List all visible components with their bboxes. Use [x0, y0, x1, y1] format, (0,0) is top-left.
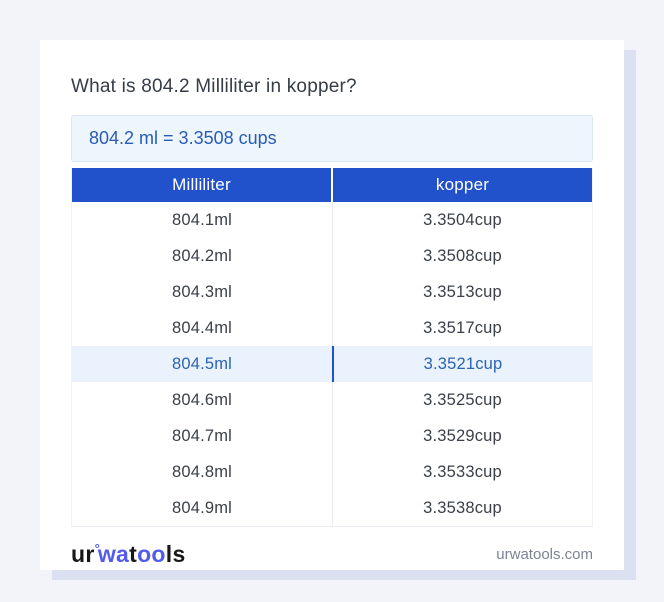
table-row[interactable]: 804.2ml 3.3508cup [72, 238, 592, 274]
logo-glasses-oo: oo [137, 540, 166, 567]
kopper-cell: 3.3538cup [332, 490, 592, 526]
table-row[interactable]: 804.4ml 3.3517cup [72, 310, 592, 346]
table-row[interactable]: 804.7ml 3.3529cup [72, 418, 592, 454]
conversion-table: Milliliter kopper 804.1ml 3.3504cup 804.… [71, 168, 593, 527]
table-row[interactable]: 804.8ml 3.3533cup [72, 454, 592, 490]
conversion-result-box: 804.2 ml = 3.3508 cups [71, 115, 593, 162]
table-row[interactable]: 804.1ml 3.3504cup [72, 202, 592, 238]
ml-cell: 804.8ml [171, 462, 233, 481]
ml-cell: 804.2ml [171, 246, 233, 265]
ml-cell: 804.3ml [171, 282, 233, 301]
table-row-highlighted[interactable]: 804.5ml 3.3521cup [72, 346, 592, 382]
urwatools-logo[interactable]: ur°watools [71, 541, 186, 568]
ml-cell: 804.7ml [171, 426, 233, 445]
site-url-text: urwatools.com [496, 545, 593, 563]
ml-cell: 804.5ml [171, 354, 233, 373]
card-footer: ur°watools urwatools.com [71, 536, 593, 572]
kopper-cell: 3.3521cup [332, 346, 592, 382]
table-row[interactable]: 804.9ml 3.3538cup [72, 490, 592, 526]
page-title: What is 804.2 Milliliter in kopper? [71, 76, 357, 97]
kopper-cell: 3.3508cup [332, 238, 592, 274]
conversion-card: What is 804.2 Milliliter in kopper? 804.… [40, 40, 624, 570]
kopper-cell: 3.3529cup [332, 418, 592, 454]
kopper-cell: 3.3525cup [332, 382, 592, 418]
ml-cell: 804.6ml [171, 390, 233, 409]
ml-cell: 804.4ml [171, 318, 233, 337]
column-header-milliliter: Milliliter [72, 168, 331, 202]
kopper-cell: 3.3513cup [332, 274, 592, 310]
table-row[interactable]: 804.6ml 3.3525cup [72, 382, 592, 418]
logo-text-ur: ur [71, 540, 95, 567]
column-header-kopper: kopper [333, 168, 592, 202]
conversion-result-text: 804.2 ml = 3.3508 cups [89, 128, 277, 148]
ml-cell: 804.1ml [171, 210, 233, 229]
logo-text-ls: ls [165, 540, 186, 567]
logo-text-wa: wa [97, 540, 130, 567]
kopper-cell: 3.3533cup [332, 454, 592, 490]
table-row[interactable]: 804.3ml 3.3513cup [72, 274, 592, 310]
kopper-cell: 3.3504cup [332, 202, 592, 238]
kopper-cell: 3.3517cup [332, 310, 592, 346]
table-header-row: Milliliter kopper [72, 168, 592, 202]
logo-text-t: t [129, 540, 138, 567]
logo-ring-icon: ° [94, 540, 100, 556]
ml-cell: 804.9ml [171, 498, 233, 517]
